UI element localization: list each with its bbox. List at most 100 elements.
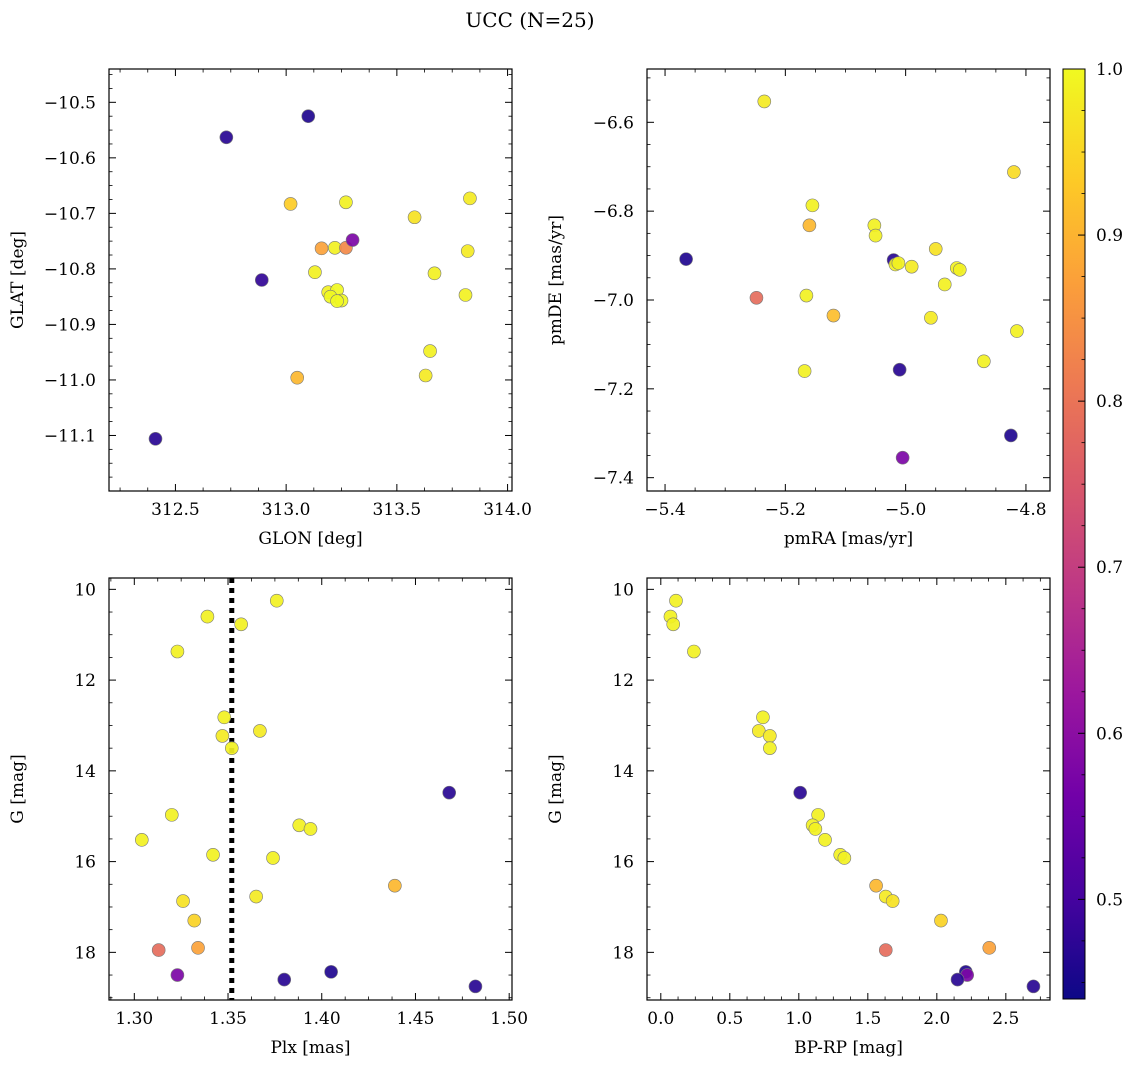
- x-tick-label: −5.0: [885, 500, 926, 520]
- data-point: [191, 941, 205, 955]
- x-axis-label: pmRA [mas/yr]: [784, 529, 913, 549]
- data-point: [427, 266, 442, 281]
- data-point: [904, 259, 919, 274]
- x-axis-label: Plx [mas]: [270, 1038, 350, 1058]
- axes-frame: [646, 577, 1051, 1001]
- data-points: [679, 94, 1024, 465]
- data-point: [283, 197, 298, 211]
- x-tick-label: 0.0: [647, 1009, 674, 1029]
- x-tick-label: 2.5: [992, 1009, 1019, 1029]
- x-axis-label: BP-RP [mag]: [794, 1038, 903, 1058]
- data-point: [339, 195, 353, 210]
- y-tick-label: −7.4: [593, 469, 634, 489]
- data-point: [763, 729, 777, 743]
- y-axis-label: GLAT [deg]: [8, 231, 28, 329]
- data-point: [458, 288, 473, 302]
- panel-pmra-pmde: −5.4 −5.2 −5.0 −4.8 −7.4 −7.2 −7.0 −6.8 −6.6 pmRA…: [546, 68, 1051, 549]
- x-tick-label: 314.0: [483, 500, 532, 520]
- y-tick-label: −10.5: [44, 93, 96, 113]
- y-axis-label: G [mag]: [546, 754, 566, 823]
- x-tick-label: −4.8: [1005, 500, 1046, 520]
- data-point: [928, 242, 943, 256]
- data-point: [388, 878, 402, 893]
- y-tick-label: −10.8: [44, 260, 96, 280]
- x-tick-label: 1.50: [490, 1009, 528, 1029]
- data-point: [666, 617, 681, 632]
- x-tick-label: 1.35: [209, 1009, 247, 1029]
- y-tick-label: 18: [612, 943, 634, 963]
- panel-bprp-g: 0.0 0.5 1.0 1.5 2.0 2.5 10 12 14 16 18 BP-RP [mag] G…: [546, 577, 1051, 1058]
- data-point: [868, 228, 883, 243]
- data-point: [423, 344, 437, 358]
- colorbar-tick-label: 0.9: [1096, 226, 1123, 246]
- y-tick-label: 10: [74, 580, 96, 600]
- y-axis-label: G [mag]: [8, 754, 28, 823]
- data-point: [869, 878, 883, 893]
- data-point: [669, 593, 683, 608]
- data-point: [266, 851, 280, 865]
- y-tick-label: −10.9: [44, 315, 96, 335]
- y-axis-label: pmDE [mas/yr]: [546, 215, 566, 345]
- x-axis-label: GLON [deg]: [258, 529, 362, 549]
- data-point: [799, 288, 814, 303]
- data-point: [468, 979, 483, 994]
- x-tick-label: 1.0: [785, 1009, 812, 1029]
- data-point: [442, 785, 457, 800]
- data-point: [924, 310, 938, 325]
- data-point: [895, 450, 910, 465]
- data-point: [793, 785, 807, 800]
- y-tick-label: 18: [74, 943, 96, 963]
- data-point: [808, 822, 823, 836]
- data-point: [687, 644, 701, 659]
- x-tick-label: 313.0: [262, 500, 311, 520]
- data-point: [324, 965, 338, 979]
- y-tick-label: −6.6: [593, 113, 634, 133]
- data-point: [249, 889, 263, 904]
- x-tick-label: 312.5: [151, 500, 200, 520]
- colorbar-tick-label: 0.7: [1096, 558, 1123, 578]
- y-tick-label: 16: [612, 853, 634, 873]
- data-points: [148, 109, 477, 446]
- x-tick-label: −5.2: [765, 500, 806, 520]
- x-tick-label: 1.5: [854, 1009, 881, 1029]
- y-tick-label: 16: [74, 853, 96, 873]
- axes-frame: [646, 68, 1051, 492]
- data-point: [151, 943, 166, 957]
- data-point: [982, 941, 997, 955]
- data-point: [187, 913, 202, 928]
- data-point: [1004, 428, 1018, 443]
- data-point: [217, 710, 232, 725]
- figure-title: UCC (N=25): [465, 8, 594, 32]
- data-point: [977, 354, 991, 369]
- data-points: [663, 593, 1041, 994]
- y-tick-label: 14: [612, 762, 634, 782]
- data-point: [749, 290, 764, 305]
- colorbar-tick-label: 0.6: [1096, 724, 1123, 744]
- data-point: [826, 308, 841, 323]
- data-point: [170, 644, 185, 659]
- data-point: [756, 710, 770, 725]
- y-tick-label: −6.8: [593, 202, 634, 222]
- data-point: [253, 724, 267, 738]
- x-tick-label: 1.40: [303, 1009, 341, 1029]
- data-point: [200, 609, 215, 624]
- data-point: [308, 265, 322, 280]
- x-tick-label: −5.4: [644, 500, 685, 520]
- y-tick-label: 12: [612, 671, 634, 691]
- data-point: [952, 262, 967, 277]
- data-point: [757, 94, 772, 109]
- y-tick-label: −7.0: [593, 291, 634, 311]
- data-point: [170, 968, 185, 982]
- x-tick-label: 2.0: [923, 1009, 950, 1029]
- y-tick-label: −11.0: [44, 371, 96, 391]
- axes-frame: [108, 577, 513, 1001]
- data-point: [679, 252, 693, 266]
- data-point: [937, 277, 952, 292]
- data-point: [345, 233, 360, 247]
- data-point: [885, 894, 900, 908]
- data-point: [463, 191, 477, 206]
- data-point: [934, 913, 948, 928]
- axes-frame: [108, 68, 513, 492]
- data-point: [254, 273, 269, 287]
